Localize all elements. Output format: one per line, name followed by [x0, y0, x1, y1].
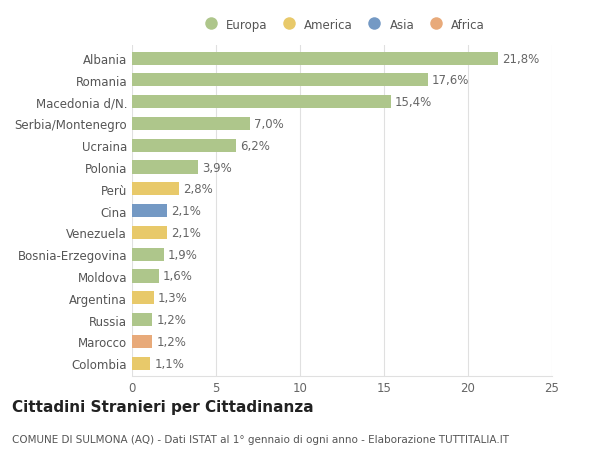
Text: COMUNE DI SULMONA (AQ) - Dati ISTAT al 1° gennaio di ogni anno - Elaborazione TU: COMUNE DI SULMONA (AQ) - Dati ISTAT al 1… [12, 434, 509, 444]
Text: 1,3%: 1,3% [158, 291, 188, 305]
Text: 15,4%: 15,4% [395, 96, 432, 109]
Bar [132, 270, 159, 283]
Bar [132, 335, 152, 348]
Text: 7,0%: 7,0% [254, 118, 284, 131]
Bar [132, 52, 498, 66]
Text: 6,2%: 6,2% [241, 140, 270, 152]
Text: 3,9%: 3,9% [202, 161, 232, 174]
Bar [132, 205, 167, 218]
Text: 1,1%: 1,1% [155, 357, 185, 370]
Bar [132, 291, 154, 305]
Text: 17,6%: 17,6% [432, 74, 469, 87]
Text: 2,1%: 2,1% [172, 205, 202, 218]
Text: 2,8%: 2,8% [183, 183, 213, 196]
Bar [132, 161, 197, 174]
Bar [132, 118, 250, 131]
Bar [132, 96, 391, 109]
Text: 1,9%: 1,9% [168, 248, 198, 261]
Legend: Europa, America, Asia, Africa: Europa, America, Asia, Africa [194, 14, 490, 36]
Bar [132, 140, 236, 152]
Bar [132, 357, 151, 370]
Bar [132, 226, 167, 240]
Text: Cittadini Stranieri per Cittadinanza: Cittadini Stranieri per Cittadinanza [12, 399, 314, 414]
Text: 1,2%: 1,2% [157, 313, 186, 326]
Bar [132, 313, 152, 326]
Text: 2,1%: 2,1% [172, 226, 202, 239]
Text: 21,8%: 21,8% [502, 52, 539, 66]
Text: 1,2%: 1,2% [157, 335, 186, 348]
Text: 1,6%: 1,6% [163, 270, 193, 283]
Bar [132, 183, 179, 196]
Bar [132, 248, 164, 261]
Bar [132, 74, 428, 87]
